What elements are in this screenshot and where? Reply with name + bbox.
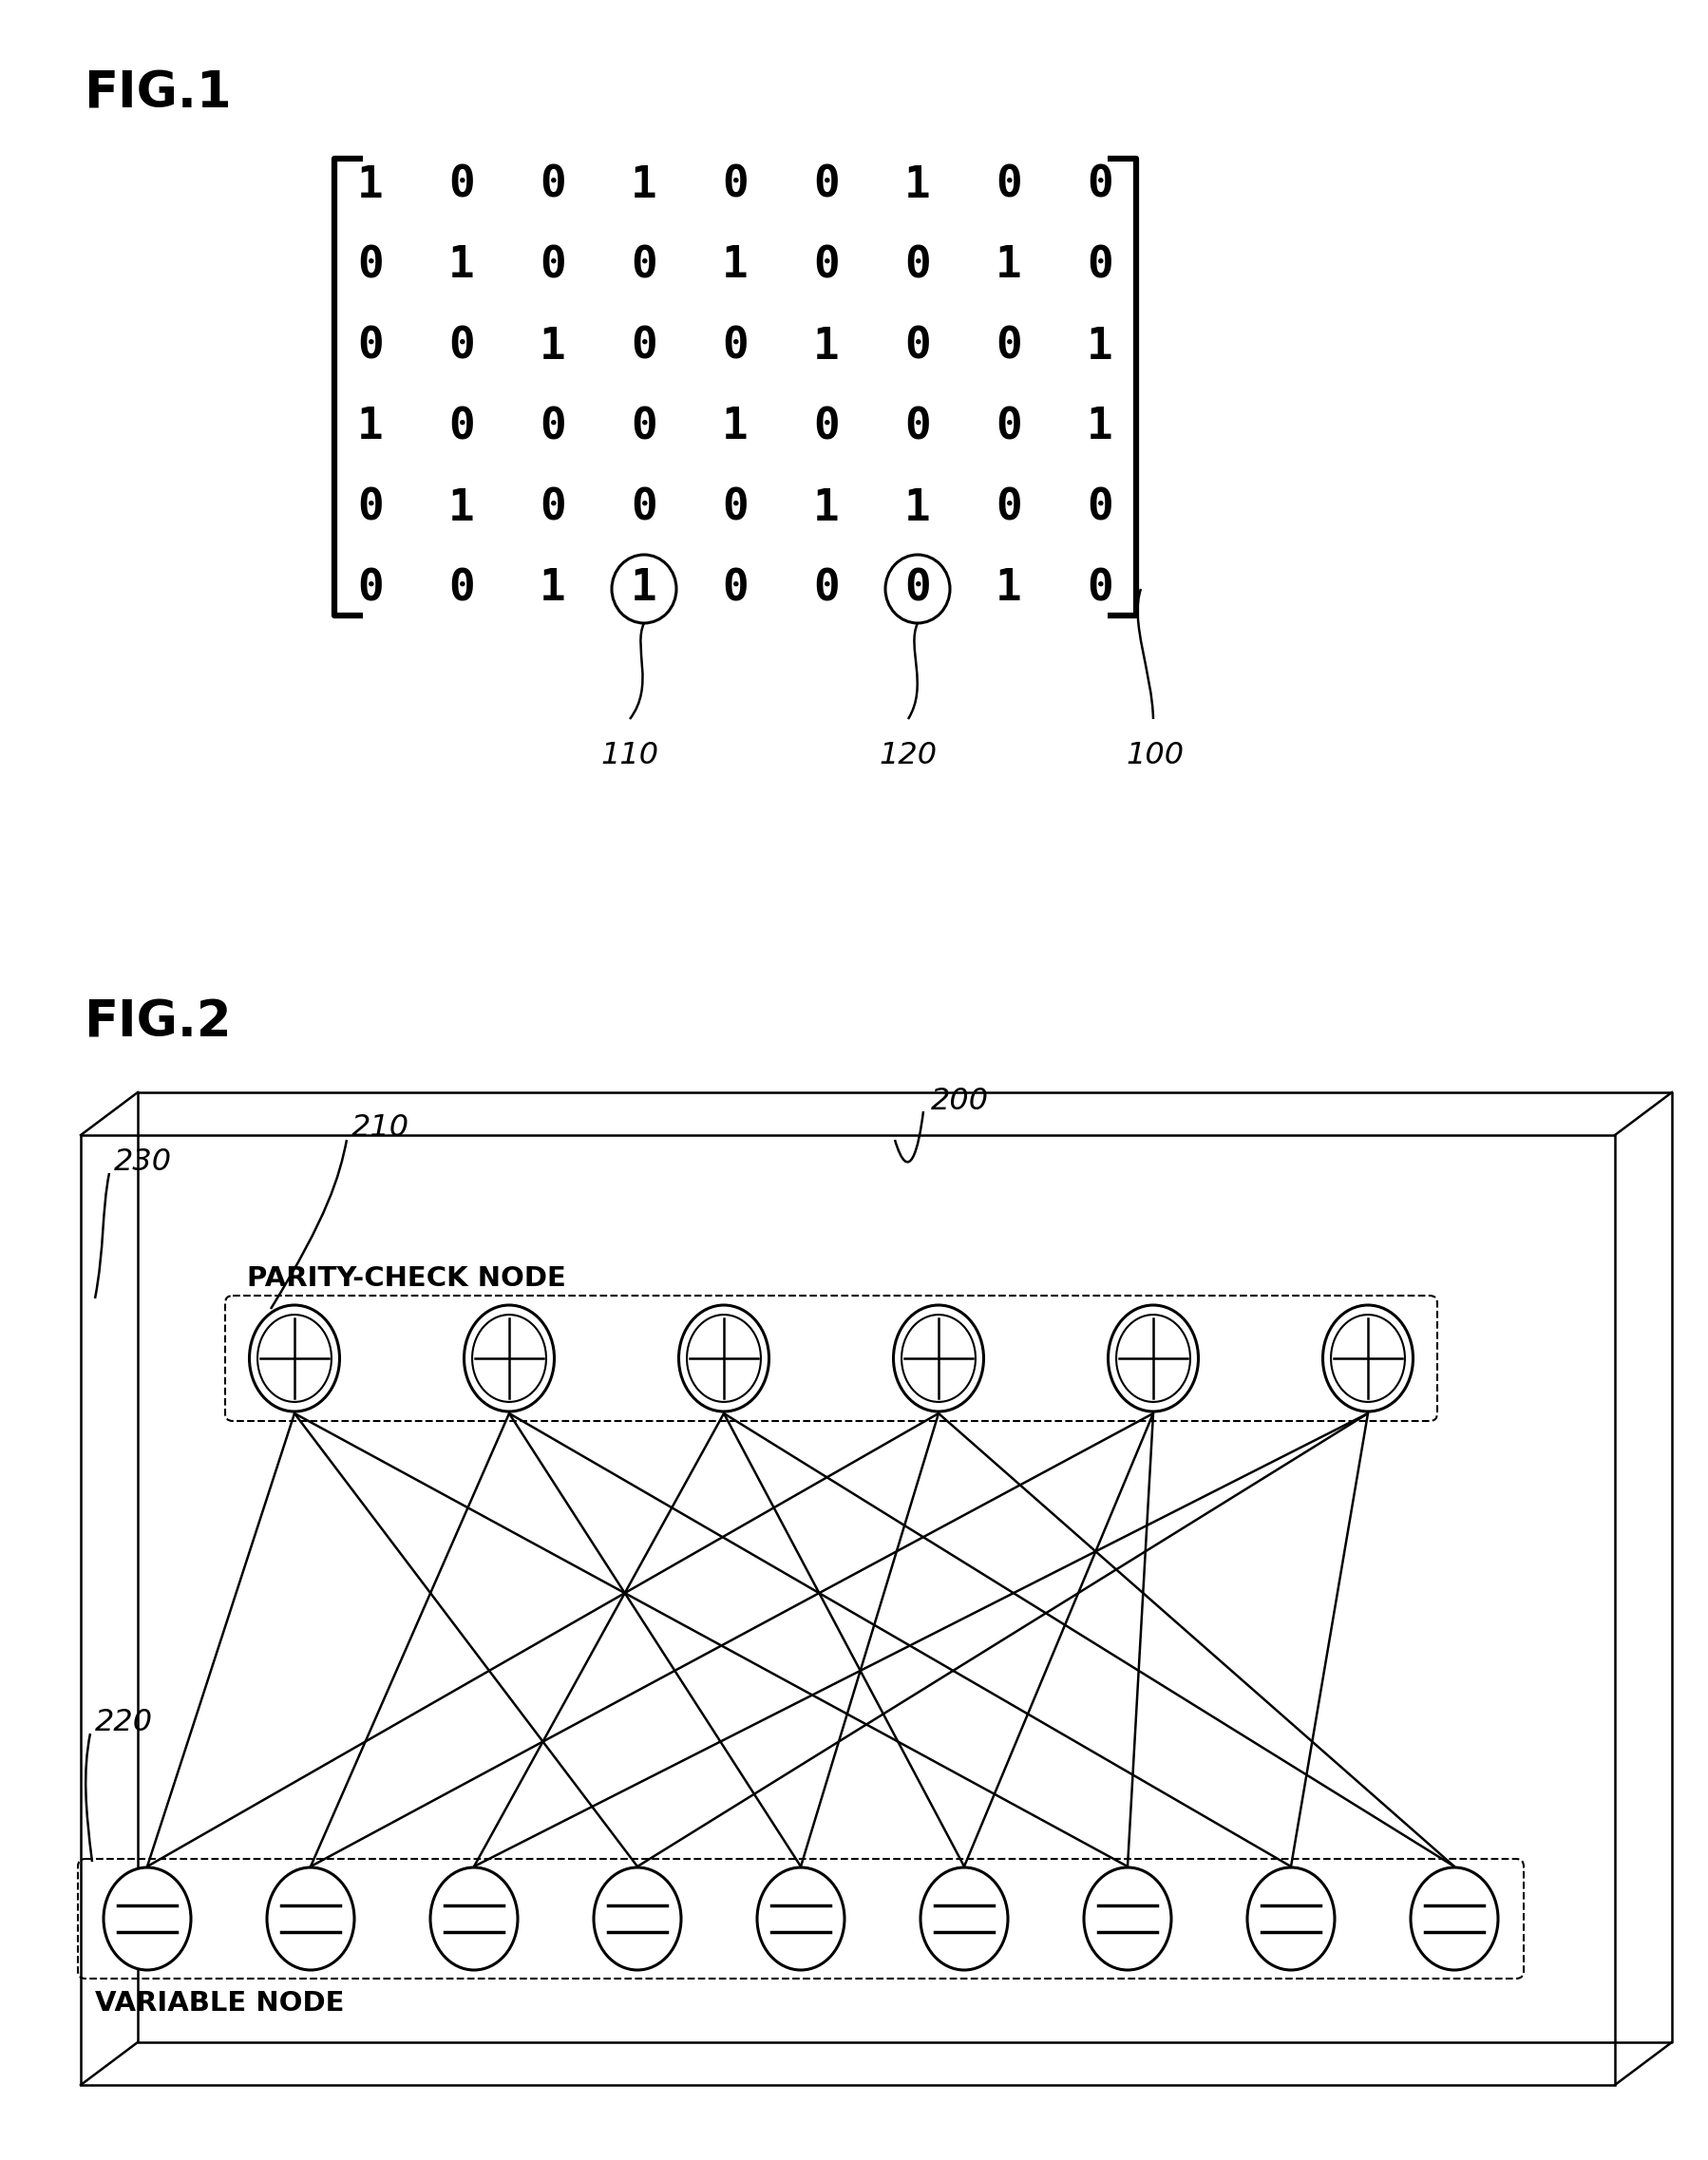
Ellipse shape [104, 1868, 191, 1970]
Text: 0: 0 [722, 164, 748, 207]
Text: 0: 0 [996, 406, 1021, 449]
Text: 230: 230 [114, 1147, 173, 1177]
Text: 1: 1 [449, 244, 475, 287]
Ellipse shape [757, 1868, 844, 1970]
Text: 1: 1 [1086, 326, 1114, 367]
Text: 210: 210 [352, 1115, 410, 1143]
Text: 0: 0 [1086, 568, 1114, 611]
Text: 1: 1 [722, 406, 748, 449]
Text: 220: 220 [96, 1706, 154, 1737]
Text: 0: 0 [813, 164, 840, 207]
Ellipse shape [1108, 1305, 1199, 1410]
Text: 0: 0 [905, 406, 931, 449]
Text: 0: 0 [813, 244, 840, 287]
Text: 0: 0 [1086, 486, 1114, 529]
Ellipse shape [1411, 1868, 1498, 1970]
Text: 0: 0 [357, 326, 384, 367]
Text: 200: 200 [931, 1086, 989, 1117]
Text: 1: 1 [905, 164, 931, 207]
Text: 1: 1 [813, 486, 840, 529]
Text: 1: 1 [996, 568, 1021, 611]
Text: FIG.2: FIG.2 [84, 998, 231, 1048]
Text: 110: 110 [601, 741, 659, 771]
Text: 0: 0 [357, 244, 384, 287]
Text: 0: 0 [357, 486, 384, 529]
Text: 1: 1 [540, 326, 565, 367]
Ellipse shape [678, 1305, 769, 1410]
Text: 1: 1 [357, 164, 384, 207]
Text: 0: 0 [630, 326, 658, 367]
Text: 0: 0 [449, 568, 475, 611]
Text: 1: 1 [540, 568, 565, 611]
Text: 1: 1 [630, 164, 658, 207]
Text: 0: 0 [540, 164, 565, 207]
Ellipse shape [921, 1868, 1008, 1970]
Ellipse shape [430, 1868, 518, 1970]
Ellipse shape [1085, 1868, 1172, 1970]
Text: 0: 0 [1086, 164, 1114, 207]
Text: 0: 0 [996, 486, 1021, 529]
Ellipse shape [594, 1868, 681, 1970]
Text: 0: 0 [357, 568, 384, 611]
Text: 1: 1 [357, 406, 384, 449]
Text: 0: 0 [722, 326, 748, 367]
Text: 1: 1 [722, 244, 748, 287]
Text: 0: 0 [813, 568, 840, 611]
Text: 1: 1 [813, 326, 840, 367]
Text: 120: 120 [880, 741, 938, 771]
Text: 0: 0 [996, 164, 1021, 207]
Text: 0: 0 [540, 406, 565, 449]
Ellipse shape [1247, 1868, 1334, 1970]
Text: 1: 1 [449, 486, 475, 529]
Text: 0: 0 [813, 406, 840, 449]
Ellipse shape [893, 1305, 984, 1410]
Text: FIG.1: FIG.1 [84, 69, 231, 119]
Text: 0: 0 [722, 486, 748, 529]
Text: 0: 0 [540, 486, 565, 529]
Text: 1: 1 [1086, 406, 1114, 449]
Ellipse shape [249, 1305, 340, 1410]
Text: 0: 0 [540, 244, 565, 287]
Text: 0: 0 [630, 244, 658, 287]
Ellipse shape [465, 1305, 555, 1410]
Text: 100: 100 [1126, 741, 1184, 771]
Text: 0: 0 [630, 486, 658, 529]
Text: VARIABLE NODE: VARIABLE NODE [96, 1989, 345, 2017]
Text: 1: 1 [905, 486, 931, 529]
Bar [80, 1136, 1614, 2084]
Text: 0: 0 [996, 326, 1021, 367]
Text: 0: 0 [449, 406, 475, 449]
Text: 0: 0 [722, 568, 748, 611]
Text: 0: 0 [1086, 244, 1114, 287]
Text: 1: 1 [996, 244, 1021, 287]
Text: 0: 0 [449, 326, 475, 367]
Text: 0: 0 [905, 568, 931, 611]
Text: 0: 0 [905, 244, 931, 287]
Text: 0: 0 [905, 326, 931, 367]
Text: 1: 1 [630, 568, 658, 611]
Text: PARITY-CHECK NODE: PARITY-CHECK NODE [248, 1266, 565, 1292]
Ellipse shape [1322, 1305, 1413, 1410]
Text: 0: 0 [630, 406, 658, 449]
Ellipse shape [266, 1868, 354, 1970]
Text: 0: 0 [449, 164, 475, 207]
